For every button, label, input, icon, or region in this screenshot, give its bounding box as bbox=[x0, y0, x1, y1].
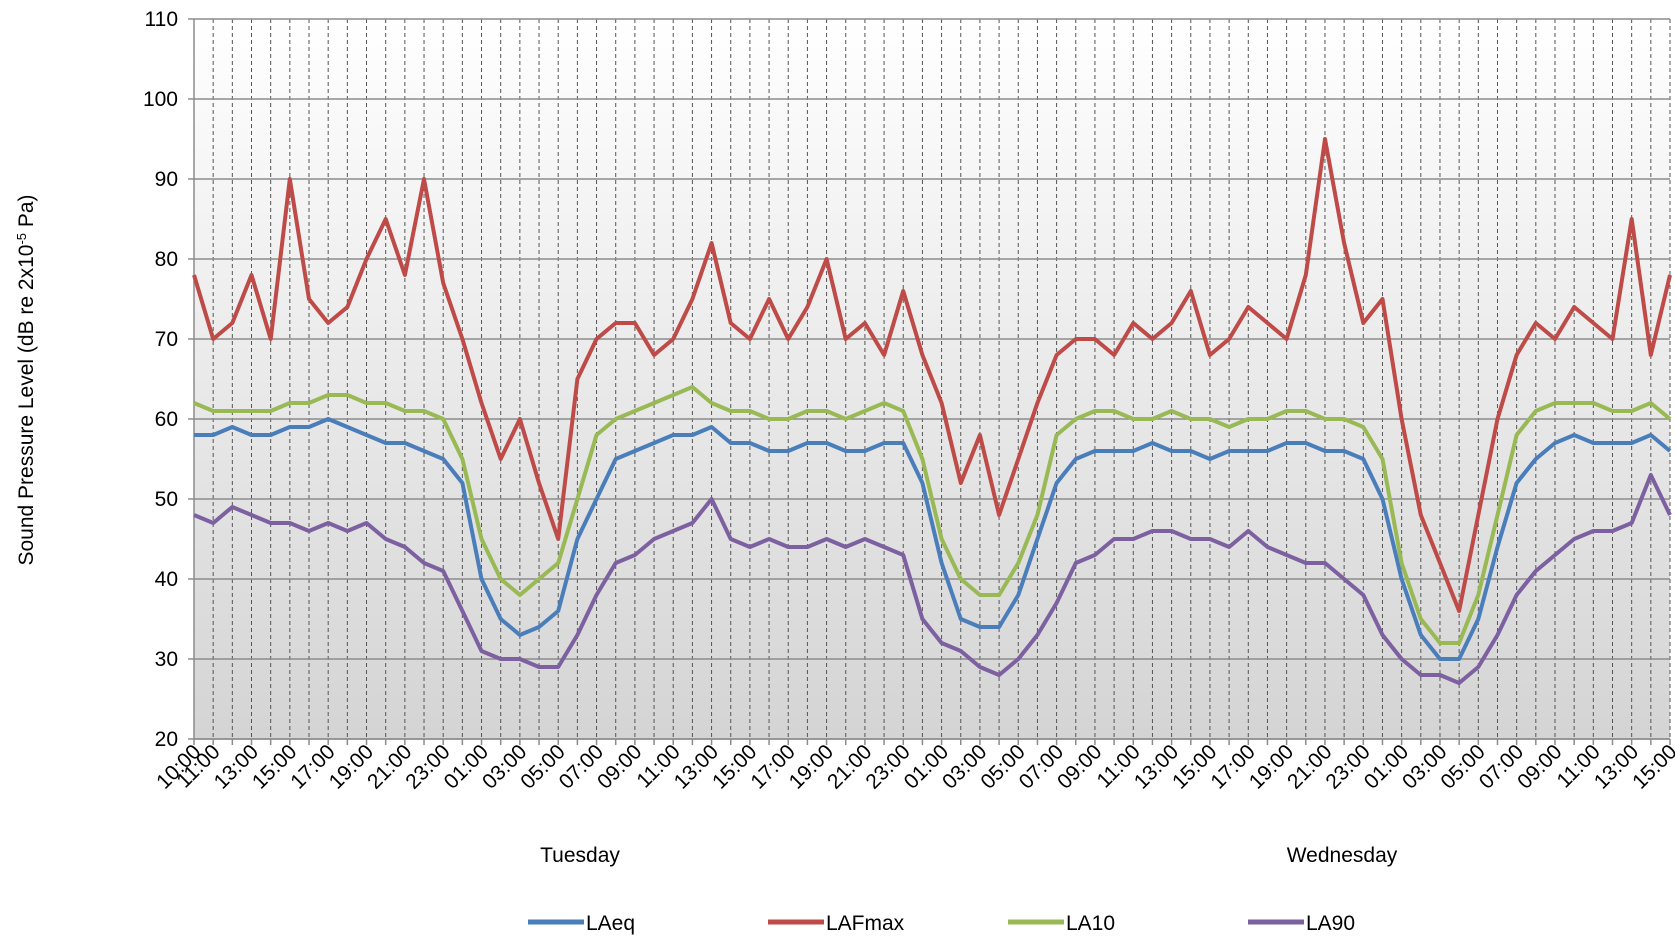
y-tick-label: 110 bbox=[145, 8, 178, 31]
day-label: Wednesday bbox=[1287, 844, 1398, 867]
y-tick-label: 70 bbox=[155, 328, 178, 351]
legend-label: LAFmax bbox=[826, 912, 905, 935]
y-tick-label: 60 bbox=[155, 408, 178, 431]
series-line bbox=[193, 473, 1672, 685]
day-label: Tuesday bbox=[540, 844, 620, 867]
series-line bbox=[193, 385, 1672, 645]
x-tick-label: 09:00 bbox=[1053, 740, 1106, 793]
x-tick-label: 09:00 bbox=[1513, 740, 1566, 793]
legend-label: LA10 bbox=[1066, 912, 1115, 935]
y-tick-label: 40 bbox=[155, 568, 178, 591]
legend-label: LA90 bbox=[1306, 912, 1355, 935]
y-label-superscript: -5 bbox=[14, 233, 29, 245]
y-label-text: Sound Pressure Level (dB re 2x10 bbox=[15, 245, 38, 566]
y-tick-label: 90 bbox=[155, 168, 178, 191]
y-tick-label: 50 bbox=[155, 488, 178, 511]
y-tick-label: 80 bbox=[155, 248, 178, 271]
y-tick-label: 20 bbox=[155, 728, 178, 751]
series-line bbox=[194, 417, 1672, 661]
series-line bbox=[192, 137, 1672, 613]
y-tick-label: 30 bbox=[155, 648, 178, 671]
y-label-text: Pa) bbox=[15, 194, 38, 233]
x-tick-label: 09:00 bbox=[593, 740, 646, 793]
y-tick-label: 100 bbox=[143, 88, 178, 111]
legend-label: LAeq bbox=[586, 912, 635, 935]
y-axis-label: Sound Pressure Level (dB re 2x10-5 Pa) bbox=[14, 194, 39, 565]
x-tick-label: 15:00 bbox=[1628, 740, 1675, 793]
